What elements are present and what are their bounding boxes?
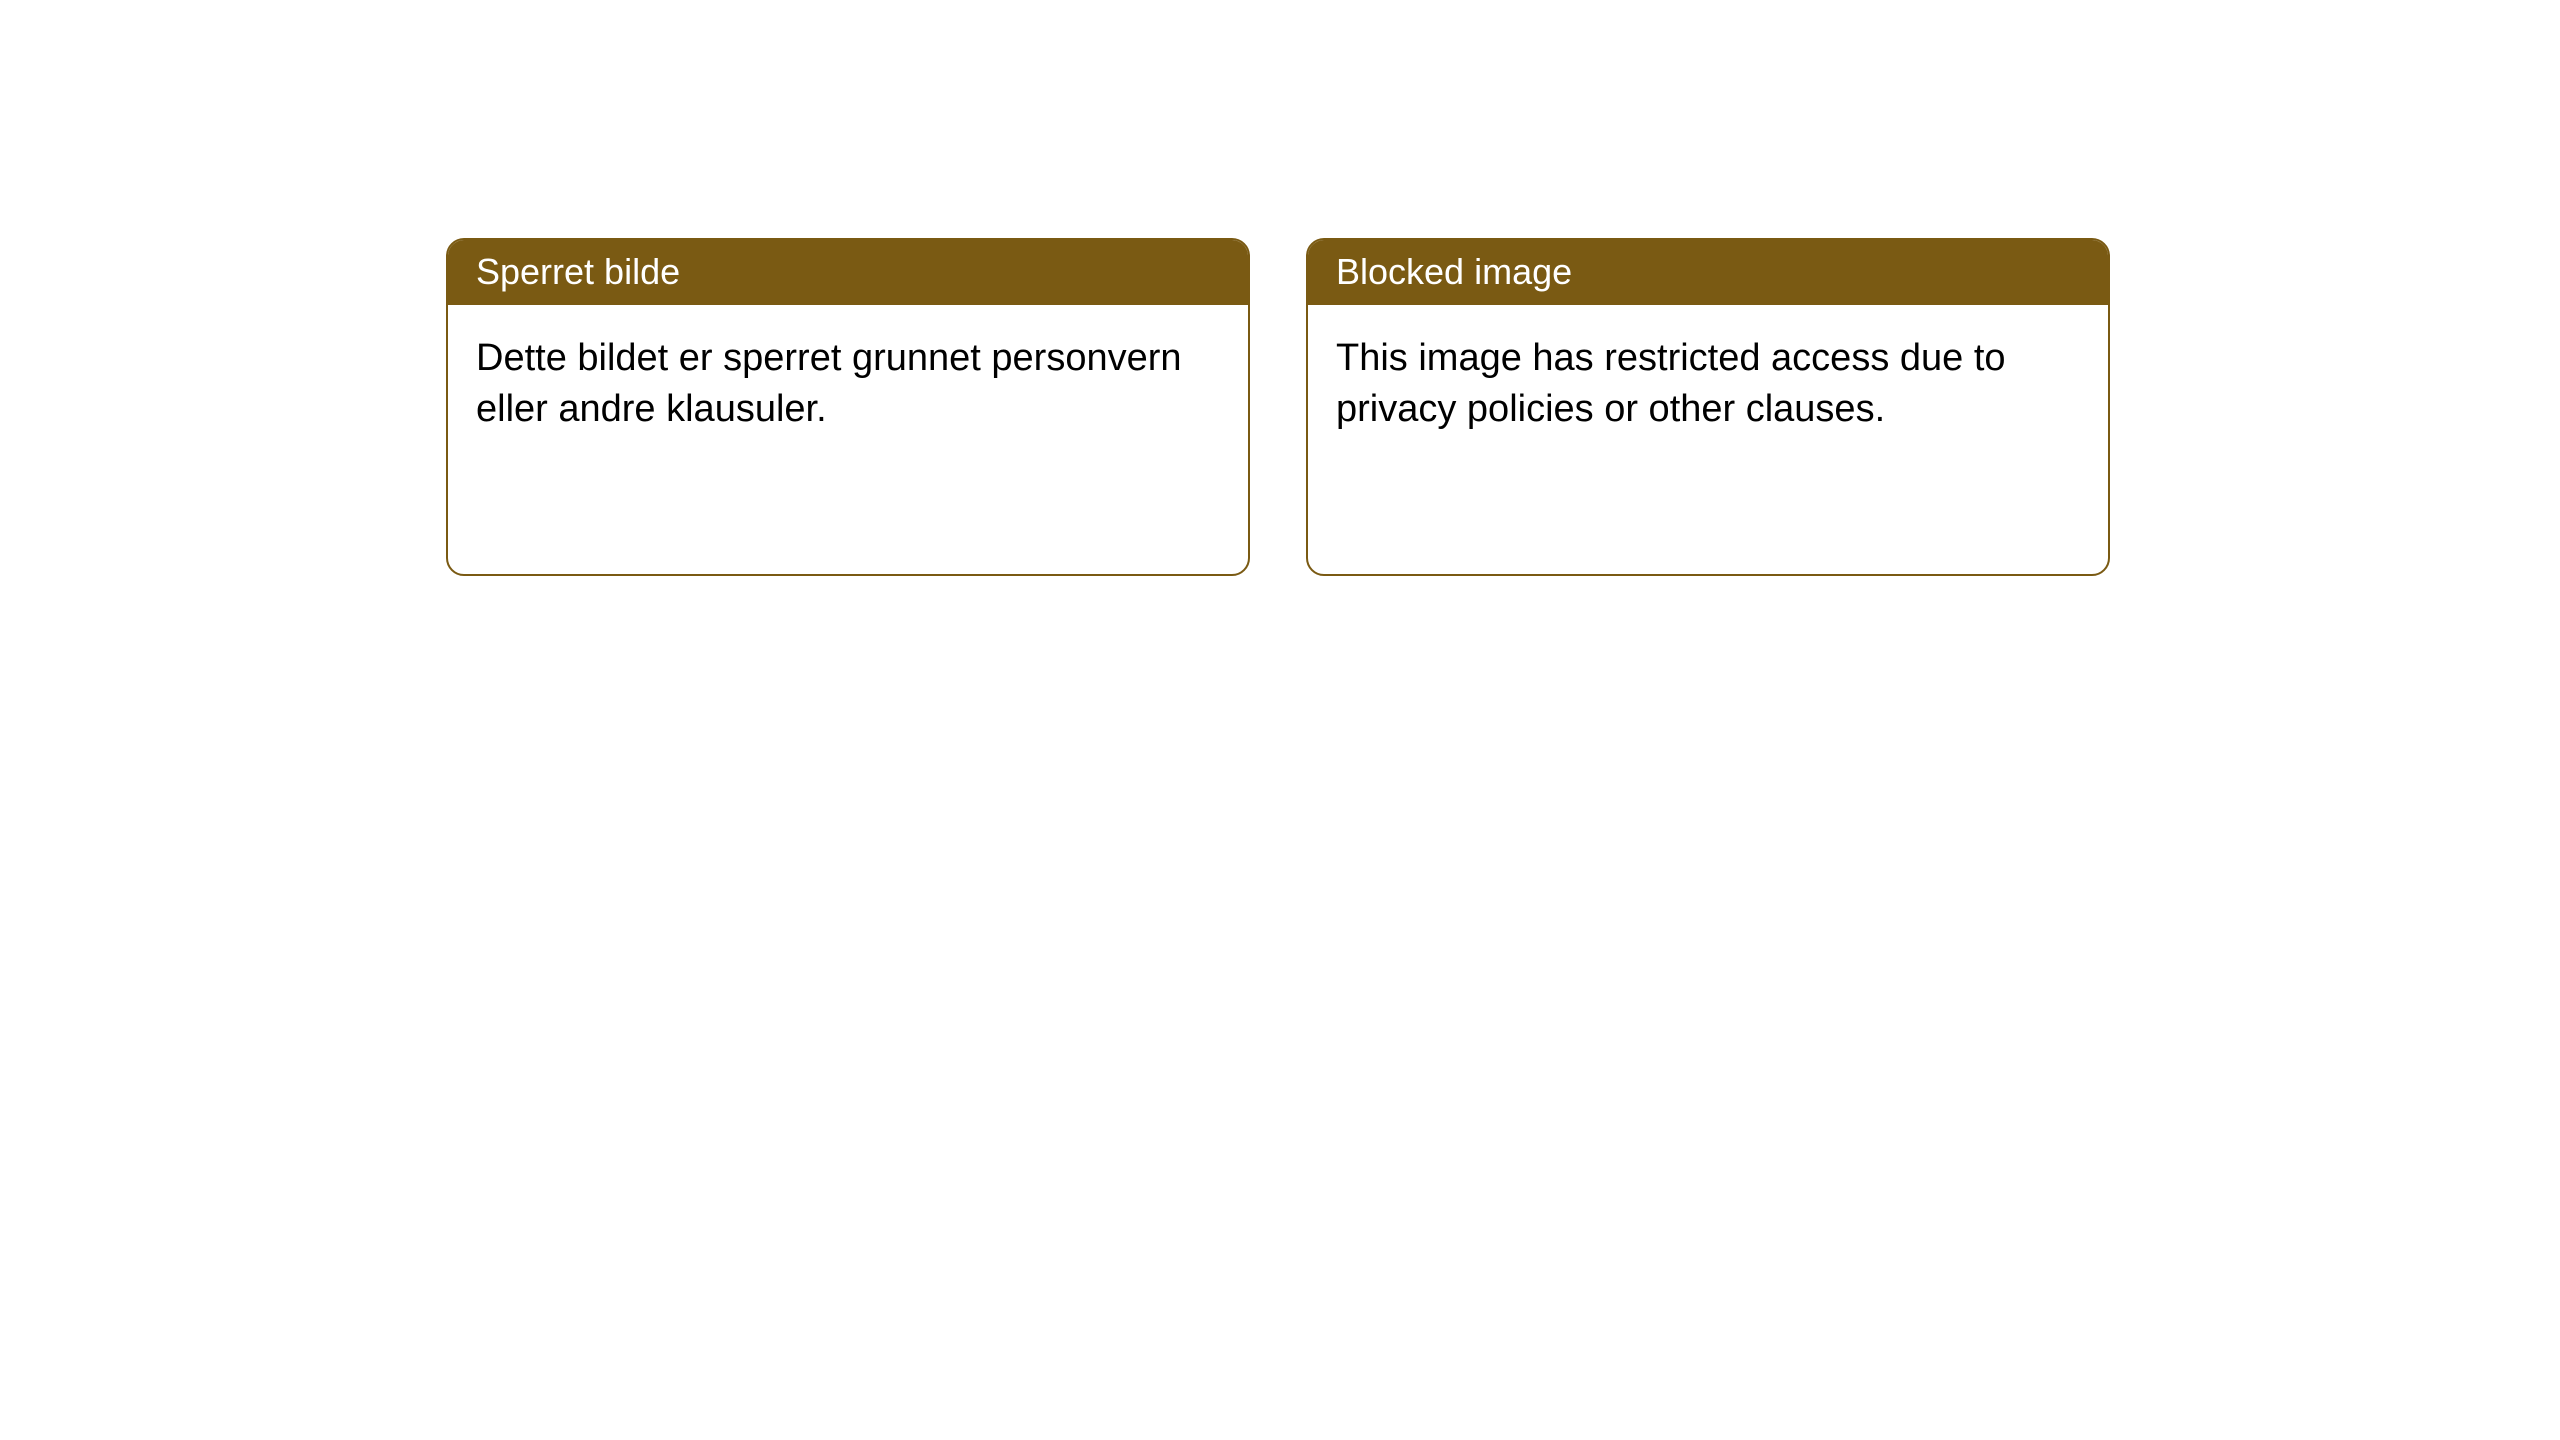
notice-header-no: Sperret bilde [448, 240, 1248, 305]
notice-box-en: Blocked image This image has restricted … [1306, 238, 2110, 576]
notice-body-no: Dette bildet er sperret grunnet personve… [448, 305, 1248, 574]
notice-body-en: This image has restricted access due to … [1308, 305, 2108, 574]
notice-header-en: Blocked image [1308, 240, 2108, 305]
blocked-image-notices: Sperret bilde Dette bildet er sperret gr… [446, 238, 2110, 576]
notice-box-no: Sperret bilde Dette bildet er sperret gr… [446, 238, 1250, 576]
